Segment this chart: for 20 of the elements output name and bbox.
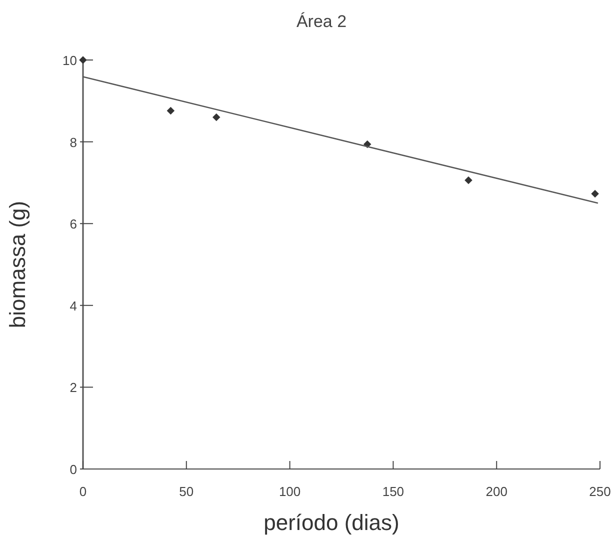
point [79,56,87,64]
x-tick-label: 0 [79,484,87,499]
x-tick-label: 250 [589,484,611,499]
y-tick-label: 4 [70,298,77,314]
y-tick-label: 2 [70,380,77,396]
x-axis-title: período (dias) [264,510,400,535]
point [212,113,220,122]
x-tick-label: 50 [179,484,194,499]
point [464,176,472,184]
y-tick-label: 10 [62,53,77,68]
y-tick-label: 0 [70,462,77,477]
chart-title: Área 2 [296,12,347,31]
y-tick-label: 6 [70,216,77,232]
x-tick-label: 150 [382,484,404,499]
y-axis-title: biomassa (g) [5,200,30,328]
x-tick-label: 100 [278,484,301,499]
point [166,106,175,115]
point [591,190,599,198]
x-tick-label: 200 [486,484,508,499]
y-tick-label: 8 [70,134,77,150]
